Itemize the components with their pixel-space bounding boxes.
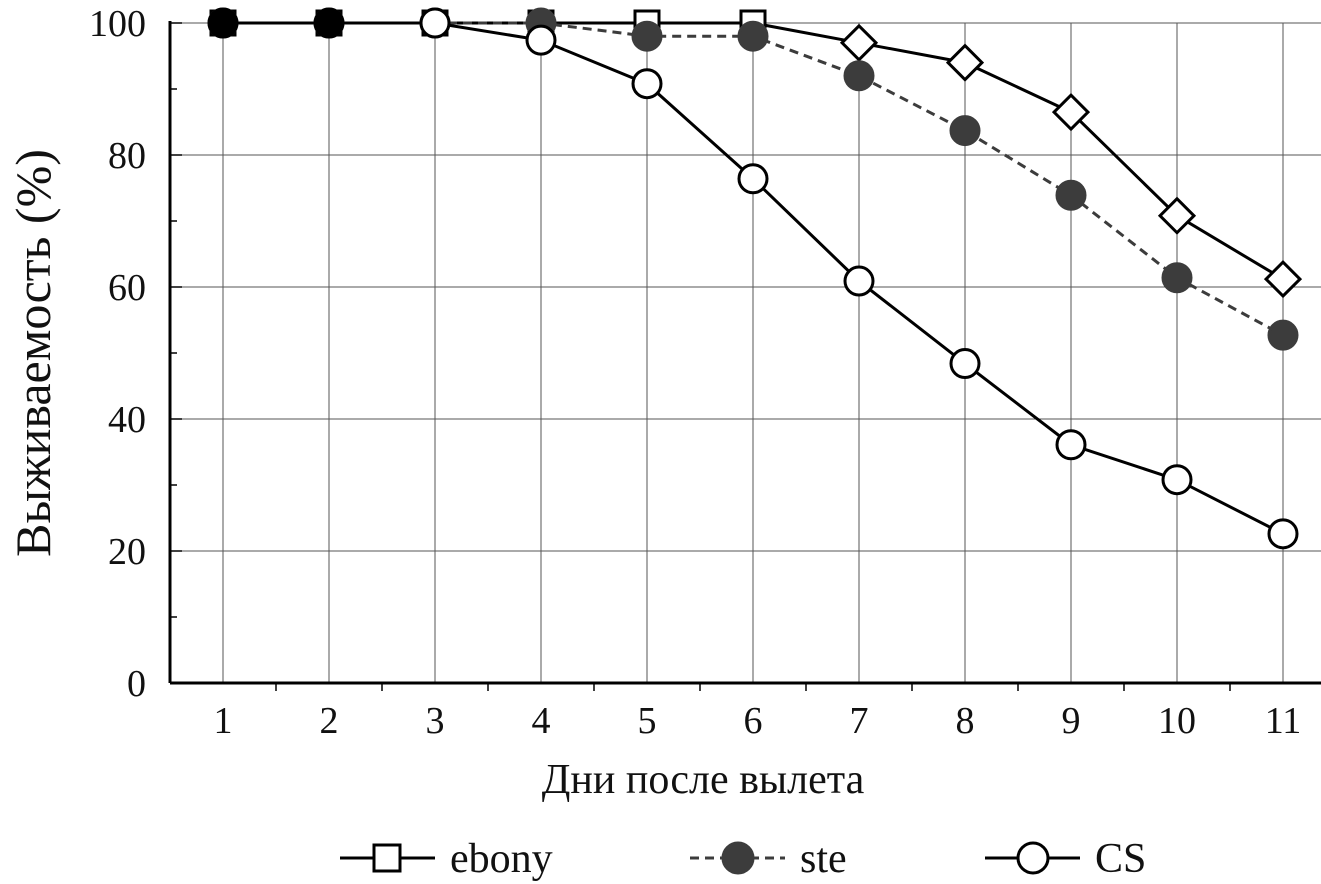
- x-tick-label: 9: [1062, 700, 1081, 742]
- data-point-ebony: [1263, 259, 1303, 299]
- legend-item-cs: CS: [985, 836, 1146, 882]
- series-ebony: [209, 9, 1303, 299]
- data-point-ste: [1055, 179, 1087, 211]
- data-point-cs: [313, 7, 345, 39]
- data-series: [207, 7, 1303, 550]
- y-tick-label: 60: [108, 267, 146, 309]
- x-tick-label: 6: [744, 700, 763, 742]
- data-point-ebony: [1051, 93, 1091, 132]
- x-axis-title: Дни после вылета: [542, 757, 865, 803]
- x-tick-labels: 1 2 3 4 5 6 7 8 9 10 11: [214, 700, 1302, 742]
- y-tick-labels: 0 20 40 60 80 100: [89, 3, 146, 705]
- legend-item-ste: ste: [690, 836, 847, 882]
- y-tick-label: 100: [89, 3, 146, 45]
- series-cs: [207, 7, 1299, 550]
- x-tick-label: 1: [214, 700, 233, 742]
- data-point-cs: [843, 265, 875, 297]
- data-point-ste: [843, 60, 875, 92]
- x-tick-label: 7: [850, 700, 869, 742]
- data-point-ebony: [945, 43, 985, 82]
- x-tick-label: 5: [638, 700, 657, 742]
- data-point-cs: [525, 24, 557, 56]
- data-point-ste: [1161, 262, 1193, 294]
- data-point-cs: [949, 348, 981, 380]
- legend-item-ebony: ebony: [340, 836, 553, 882]
- legend-marker-cs: [1016, 841, 1050, 875]
- legend-label-ste: ste: [800, 836, 847, 882]
- data-point-cs: [1161, 464, 1193, 496]
- data-point-cs: [419, 7, 451, 39]
- data-point-ebony: [839, 23, 879, 62]
- y-tick-label: 40: [108, 399, 146, 441]
- x-tick-label: 11: [1265, 700, 1302, 742]
- legend-marker-ste: [721, 841, 755, 875]
- data-point-cs: [1055, 429, 1087, 461]
- x-tick-label: 3: [426, 700, 445, 742]
- x-tick-label: 4: [532, 700, 551, 742]
- data-point-cs: [737, 163, 769, 195]
- legend-marker-ebony: [372, 843, 402, 873]
- data-point-cs: [207, 7, 239, 39]
- y-tick-label: 0: [127, 663, 146, 705]
- grid-lines: [170, 22, 1321, 683]
- legend-label-ebony: ebony: [450, 836, 553, 882]
- data-point-cs: [1267, 518, 1299, 550]
- legend: ebony ste CS: [340, 836, 1146, 882]
- y-tick-label: 80: [108, 135, 146, 177]
- data-point-ste: [1267, 319, 1299, 351]
- y-tick-label: 20: [108, 531, 146, 573]
- x-tick-label: 8: [956, 700, 975, 742]
- x-tick-label: 2: [320, 700, 339, 742]
- data-point-ste: [949, 115, 981, 147]
- y-axis-title: Выживаемость (%): [5, 149, 61, 557]
- data-point-ste: [737, 20, 769, 52]
- x-tick-label: 10: [1158, 700, 1196, 742]
- axes: [168, 21, 1321, 691]
- data-point-ste: [631, 20, 663, 52]
- legend-label-cs: CS: [1095, 836, 1146, 882]
- data-point-ebony: [1157, 196, 1197, 235]
- data-point-cs: [631, 68, 663, 100]
